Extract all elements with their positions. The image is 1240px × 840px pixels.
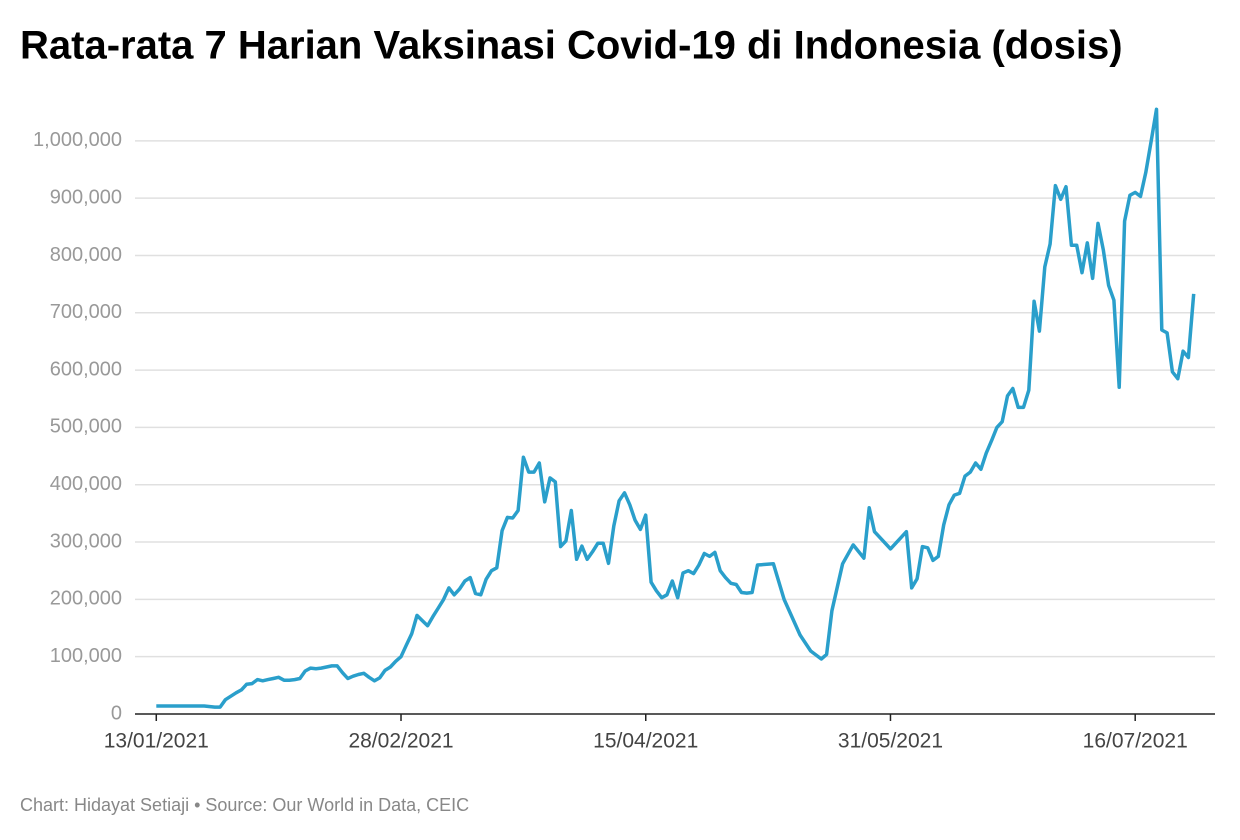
x-tick-label: 28/02/2021 xyxy=(348,730,453,753)
y-tick-label: 900,000 xyxy=(50,186,122,208)
x-tick-label: 16/07/2021 xyxy=(1083,730,1188,753)
y-tick-label: 0 xyxy=(111,702,122,724)
data-line xyxy=(156,107,1196,709)
y-tick-label: 100,000 xyxy=(50,645,122,667)
x-tick-label: 15/04/2021 xyxy=(593,730,698,753)
y-tick-label: 1,000,000 xyxy=(33,129,122,151)
y-tick-label: 700,000 xyxy=(50,301,122,323)
y-tick-label: 200,000 xyxy=(50,588,122,610)
y-tick-label: 500,000 xyxy=(50,416,122,438)
x-tick-label: 13/01/2021 xyxy=(104,730,209,753)
y-tick-label: 800,000 xyxy=(50,244,122,266)
y-tick-label: 300,000 xyxy=(50,530,122,552)
x-tick-label: 31/05/2021 xyxy=(838,730,943,753)
chart-footer: Chart: Hidayat Setiaji • Source: Our Wor… xyxy=(20,795,469,815)
y-tick-label: 400,000 xyxy=(50,473,122,495)
y-tick-label: 600,000 xyxy=(50,358,122,380)
chart-title: Rata-rata 7 Harian Vaksinasi Covid-19 di… xyxy=(20,24,1123,68)
